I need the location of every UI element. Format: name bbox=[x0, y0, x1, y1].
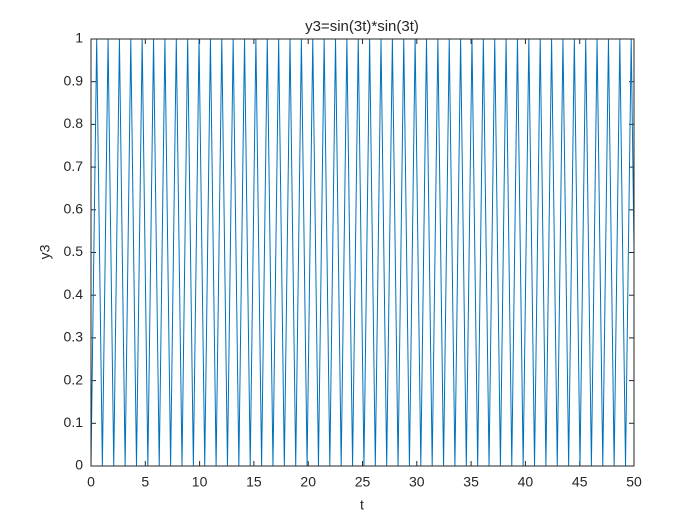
y-tick-label: 1 bbox=[75, 30, 83, 46]
x-tick-label: 50 bbox=[626, 474, 642, 490]
y-axis-label: y3 bbox=[37, 244, 53, 259]
x-tick-label: 10 bbox=[192, 474, 208, 490]
y-tick-label: 0.4 bbox=[64, 286, 84, 302]
plot-frame bbox=[90, 38, 635, 467]
x-tick-label: 35 bbox=[463, 474, 479, 490]
y-tick-label: 0.1 bbox=[64, 414, 84, 430]
y-tick-label: 0.3 bbox=[64, 329, 84, 345]
y-tick-label: 0.2 bbox=[64, 371, 84, 387]
x-tick-label: 30 bbox=[409, 474, 425, 490]
x-tick-label: 15 bbox=[246, 474, 262, 490]
x-tick-label: 0 bbox=[87, 474, 95, 490]
x-tick-label: 45 bbox=[572, 474, 588, 490]
y-tick-label: 0 bbox=[75, 457, 83, 473]
x-tick-label: 25 bbox=[355, 474, 371, 490]
y-tick-label: 0.6 bbox=[64, 201, 84, 217]
y-tick-label: 0.7 bbox=[64, 158, 84, 174]
x-tick-label: 5 bbox=[141, 474, 149, 490]
y-tick-label: 0.9 bbox=[64, 72, 84, 88]
chart-title: y3=sin(3t)*sin(3t) bbox=[305, 18, 419, 35]
y-tick-label: 0.8 bbox=[64, 115, 84, 131]
x-axis-label: t bbox=[360, 497, 364, 513]
x-tick-label: 40 bbox=[518, 474, 534, 490]
x-tick-label: 20 bbox=[300, 474, 316, 490]
y-tick-label: 0.5 bbox=[64, 243, 84, 259]
